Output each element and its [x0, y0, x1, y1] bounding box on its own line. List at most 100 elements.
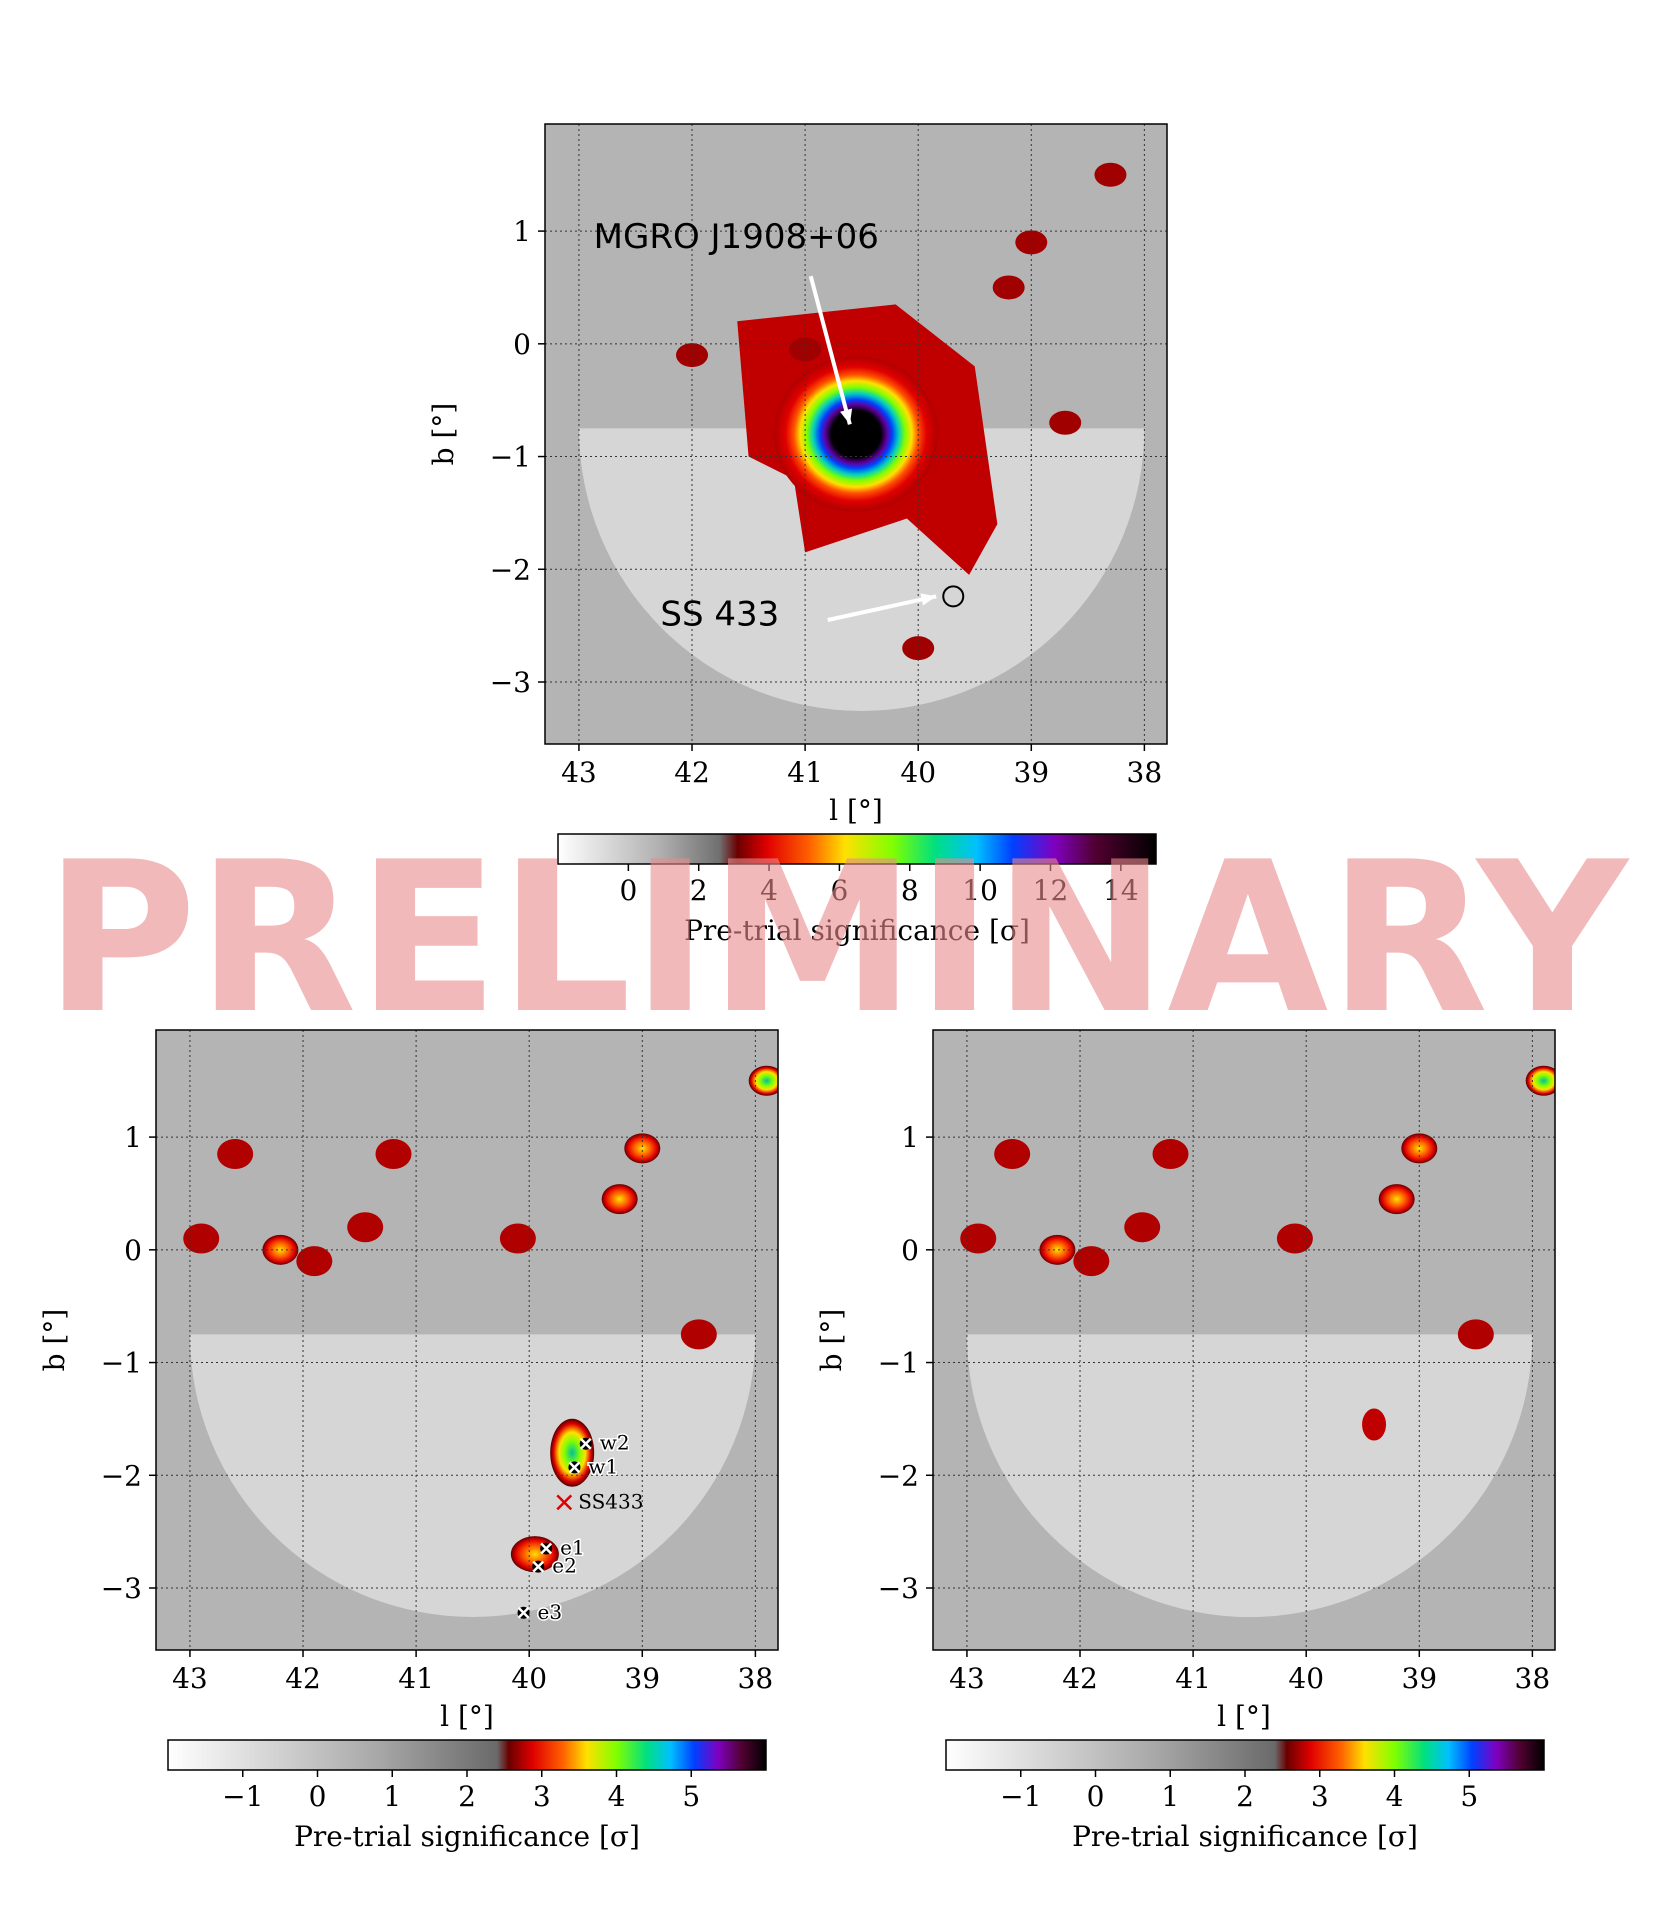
hotspot — [1276, 1223, 1313, 1254]
marker-label-w2: w2 — [600, 1431, 630, 1455]
marker-label-e1: e1 — [560, 1536, 585, 1560]
colorbar-label: Pre-trial significance [σ] — [1072, 1820, 1418, 1853]
hotspot — [1457, 1319, 1494, 1350]
marker-label-e3: e3 — [538, 1600, 563, 1624]
hotspot — [1015, 230, 1048, 255]
y-axis-label: b [°] — [427, 403, 460, 466]
map-noise — [156, 1030, 778, 1650]
hotspot — [217, 1139, 254, 1169]
y-tick-label: −2 — [490, 553, 531, 586]
marker-w2 — [579, 1437, 592, 1450]
hotspot — [499, 1223, 536, 1254]
colorbar-tick-label: 14 — [1103, 874, 1139, 907]
colorbar — [557, 833, 1157, 865]
marker-label-SS433: SS433 — [578, 1489, 643, 1513]
arrow-head — [840, 408, 853, 425]
marker-label-e2: e2 — [552, 1554, 577, 1578]
marker-e3 — [517, 1606, 530, 1619]
ss433-contour — [942, 585, 965, 608]
colorbar-tick-label: −1 — [222, 1780, 263, 1813]
x-tick-label: 38 — [1515, 1662, 1551, 1695]
x-tick-label: 40 — [511, 1662, 547, 1695]
colorbar-tick-label: 4 — [608, 1780, 626, 1813]
hotspot — [1094, 162, 1127, 187]
y-tick-label: 1 — [901, 1121, 919, 1154]
x-tick-label: 43 — [949, 1662, 985, 1695]
marker-label-w1: w1 — [588, 1454, 618, 1478]
x-tick-label: 39 — [1013, 756, 1049, 789]
y-axis-label: b [°] — [815, 1309, 848, 1372]
hotspot — [748, 1065, 778, 1096]
colorbar-tick-label: −1 — [1000, 1780, 1041, 1813]
colorbar-tick-label: 2 — [458, 1780, 476, 1813]
x-axis-label: l [°] — [829, 794, 883, 827]
hotspot — [960, 1223, 997, 1254]
colorbar-tick-label: 5 — [1460, 1780, 1478, 1813]
marker-e1 — [540, 1542, 553, 1555]
hotspot — [183, 1223, 220, 1254]
colorbar-tick-label: 6 — [830, 874, 848, 907]
colorbar-tick-label: 0 — [309, 1780, 327, 1813]
colorbar — [167, 1739, 767, 1771]
y-tick-label: −3 — [101, 1572, 142, 1605]
watermark-text: PRELIMINARY — [44, 818, 1630, 1060]
colorbar — [945, 1739, 1545, 1771]
colorbar-tick-label: 3 — [1311, 1780, 1329, 1813]
hotspot — [601, 1184, 638, 1215]
x-tick-label: 42 — [674, 756, 710, 789]
hotspot — [1525, 1065, 1555, 1096]
marker-w1 — [568, 1461, 581, 1474]
annotation-arrow — [827, 594, 937, 622]
y-tick-label: 0 — [901, 1234, 919, 1267]
colorbar-tick-label: 0 — [619, 874, 637, 907]
x-tick-label: 41 — [398, 1662, 434, 1695]
colorbar-tick-label: 1 — [1161, 1780, 1179, 1813]
panel-bottom-right: 43 42 41 40 39 38 1 0 −1 −2 −3 l [°] b [°] −1 0 1 2 3 4 5 Pr… — [815, 1029, 1556, 1853]
y-tick-label: 1 — [124, 1121, 142, 1154]
colorbar-tick-label: 0 — [1087, 1780, 1105, 1813]
plot-frame — [544, 123, 1168, 745]
heatmap-area — [933, 1030, 1555, 1650]
colorbar-tick-label: 8 — [901, 874, 919, 907]
colorbar-tick-label: 4 — [760, 874, 778, 907]
x-tick-label: 42 — [285, 1662, 321, 1695]
plot-frame — [155, 1029, 779, 1651]
x-tick-label: 39 — [1401, 1662, 1437, 1695]
hotspot — [680, 1319, 717, 1350]
y-tick-label: 1 — [513, 215, 531, 248]
x-tick-label: 42 — [1062, 1662, 1098, 1695]
x-tick-label: 40 — [1288, 1662, 1324, 1695]
x-tick-label: 43 — [172, 1662, 208, 1695]
x-tick-label: 41 — [1175, 1662, 1211, 1695]
hotspot — [375, 1139, 412, 1169]
colorbar-tick-label: 5 — [682, 1780, 700, 1813]
colorbar-tick-label: 2 — [690, 874, 708, 907]
hotspot — [1401, 1133, 1438, 1164]
y-tick-label: −2 — [101, 1459, 142, 1492]
marker-e2 — [532, 1560, 545, 1573]
mgro-source — [774, 356, 938, 512]
x-tick-label: 38 — [1127, 756, 1163, 789]
hotspot — [1152, 1139, 1189, 1169]
x-tick-label: 39 — [624, 1662, 660, 1695]
hotspot — [1124, 1212, 1161, 1243]
colorbar-tick-label: 1 — [383, 1780, 401, 1813]
annotation-label: SS 433 — [660, 595, 779, 635]
hotspot — [902, 636, 935, 661]
annotation-arrow — [808, 275, 852, 425]
hotspot — [262, 1234, 299, 1265]
marker-SS433 — [556, 1494, 573, 1511]
hotspot — [296, 1246, 333, 1277]
hotspot — [992, 275, 1025, 300]
x-axis-label: l [°] — [1217, 1700, 1271, 1733]
west-lobe — [550, 1418, 595, 1487]
hotspot — [994, 1139, 1031, 1169]
y-tick-label: −3 — [878, 1572, 919, 1605]
colorbar-label: Pre-trial significance [σ] — [684, 914, 1030, 947]
map-noise — [933, 1030, 1555, 1650]
colorbar-tick-label: 10 — [962, 874, 998, 907]
y-tick-label: 0 — [513, 328, 531, 361]
